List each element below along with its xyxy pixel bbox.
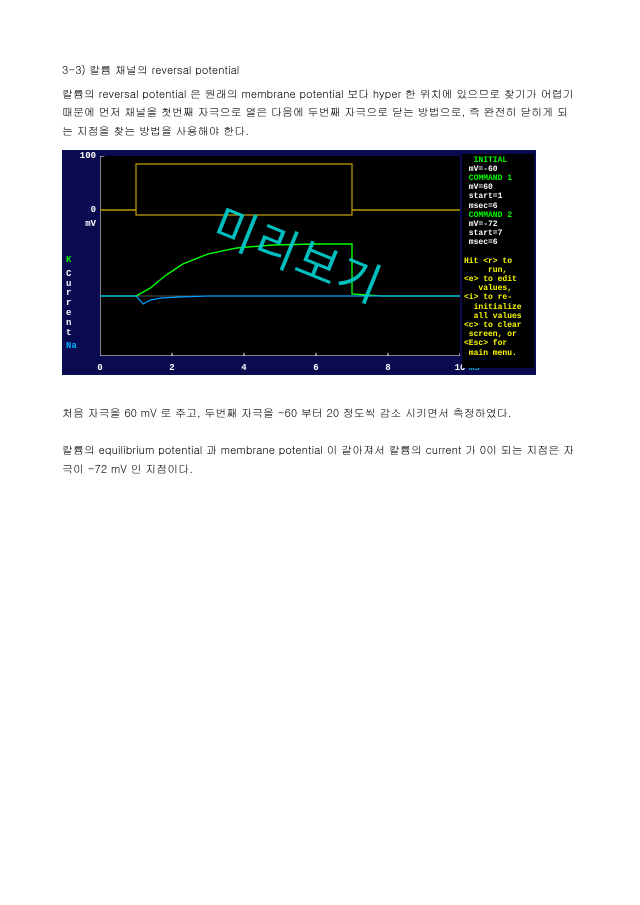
chart-trace <box>100 244 460 296</box>
info-panel-line: INITIAL <box>464 156 532 165</box>
paragraph-1: 칼륨의 reversal potential 은 원래의 membrane po… <box>62 86 578 142</box>
x-tick-label: 4 <box>241 363 246 373</box>
info-panel-line: values, <box>464 284 532 293</box>
info-panel-line: start=7 <box>464 229 532 238</box>
info-panel-line: <i> to re- <box>464 293 532 302</box>
paragraph-3: 칼륨의 equilibrium potential 과 membrane pot… <box>62 442 578 479</box>
info-panel-line: COMMAND 1 <box>464 174 532 183</box>
x-tick-label: 2 <box>169 363 174 373</box>
info-panel-line: run, <box>464 266 532 275</box>
info-panel-line: mV=-60 <box>464 165 532 174</box>
info-panel-line: mV=-72 <box>464 220 532 229</box>
info-panel: INITIAL mV=-60 COMMAND 1 mV=60 start=1 m… <box>462 154 534 368</box>
x-tick-label: 8 <box>385 363 390 373</box>
info-panel-line: <e> to edit <box>464 275 532 284</box>
y-tick-label: 100 <box>80 152 96 161</box>
info-panel-line: Hit <r> to <box>464 257 532 266</box>
info-panel-line: initialize <box>464 303 532 312</box>
chart-trace <box>100 164 460 210</box>
info-panel-line: main menu. <box>464 349 532 358</box>
y-axis-unit: mV <box>85 220 96 229</box>
side-axis-label: C u r r e n t <box>66 270 71 339</box>
section-heading: 3-3) 칼륨 채널의 reversal potential <box>62 62 578 80</box>
plot-svg <box>100 156 460 356</box>
y-axis-labels: 1000mVKC u r r e n tNa <box>64 156 98 356</box>
info-panel-line: <Esc> for <box>464 339 532 348</box>
x-axis-labels: 0246810ms <box>100 361 460 373</box>
paragraph-2: 처음 자극을 60 mV 로 주고, 두번째 자극을 -60 부터 20 정도씩… <box>62 405 578 424</box>
info-panel-line: <c> to clear <box>464 321 532 330</box>
info-panel-line <box>464 248 532 257</box>
info-panel-line: start=1 <box>464 192 532 201</box>
plot-area <box>100 156 460 356</box>
info-panel-line: msec=6 <box>464 202 532 211</box>
info-panel-line: all values <box>464 312 532 321</box>
info-panel-line: msec=6 <box>464 238 532 247</box>
chart-trace <box>100 210 460 215</box>
info-panel-line: mV=60 <box>464 183 532 192</box>
x-tick-label: 6 <box>313 363 318 373</box>
chart-container: 1000mVKC u r r e n tNa 0246810ms INITIAL… <box>62 150 578 375</box>
info-panel-line: COMMAND 2 <box>464 211 532 220</box>
side-axis-label: K <box>66 256 71 266</box>
voltage-clamp-chart: 1000mVKC u r r e n tNa 0246810ms INITIAL… <box>62 150 536 375</box>
info-panel-line: screen, or <box>464 330 532 339</box>
side-axis-label: Na <box>66 342 77 352</box>
x-tick-label: 0 <box>97 363 102 373</box>
chart-trace <box>100 296 460 304</box>
y-tick-label: 0 <box>91 206 96 215</box>
